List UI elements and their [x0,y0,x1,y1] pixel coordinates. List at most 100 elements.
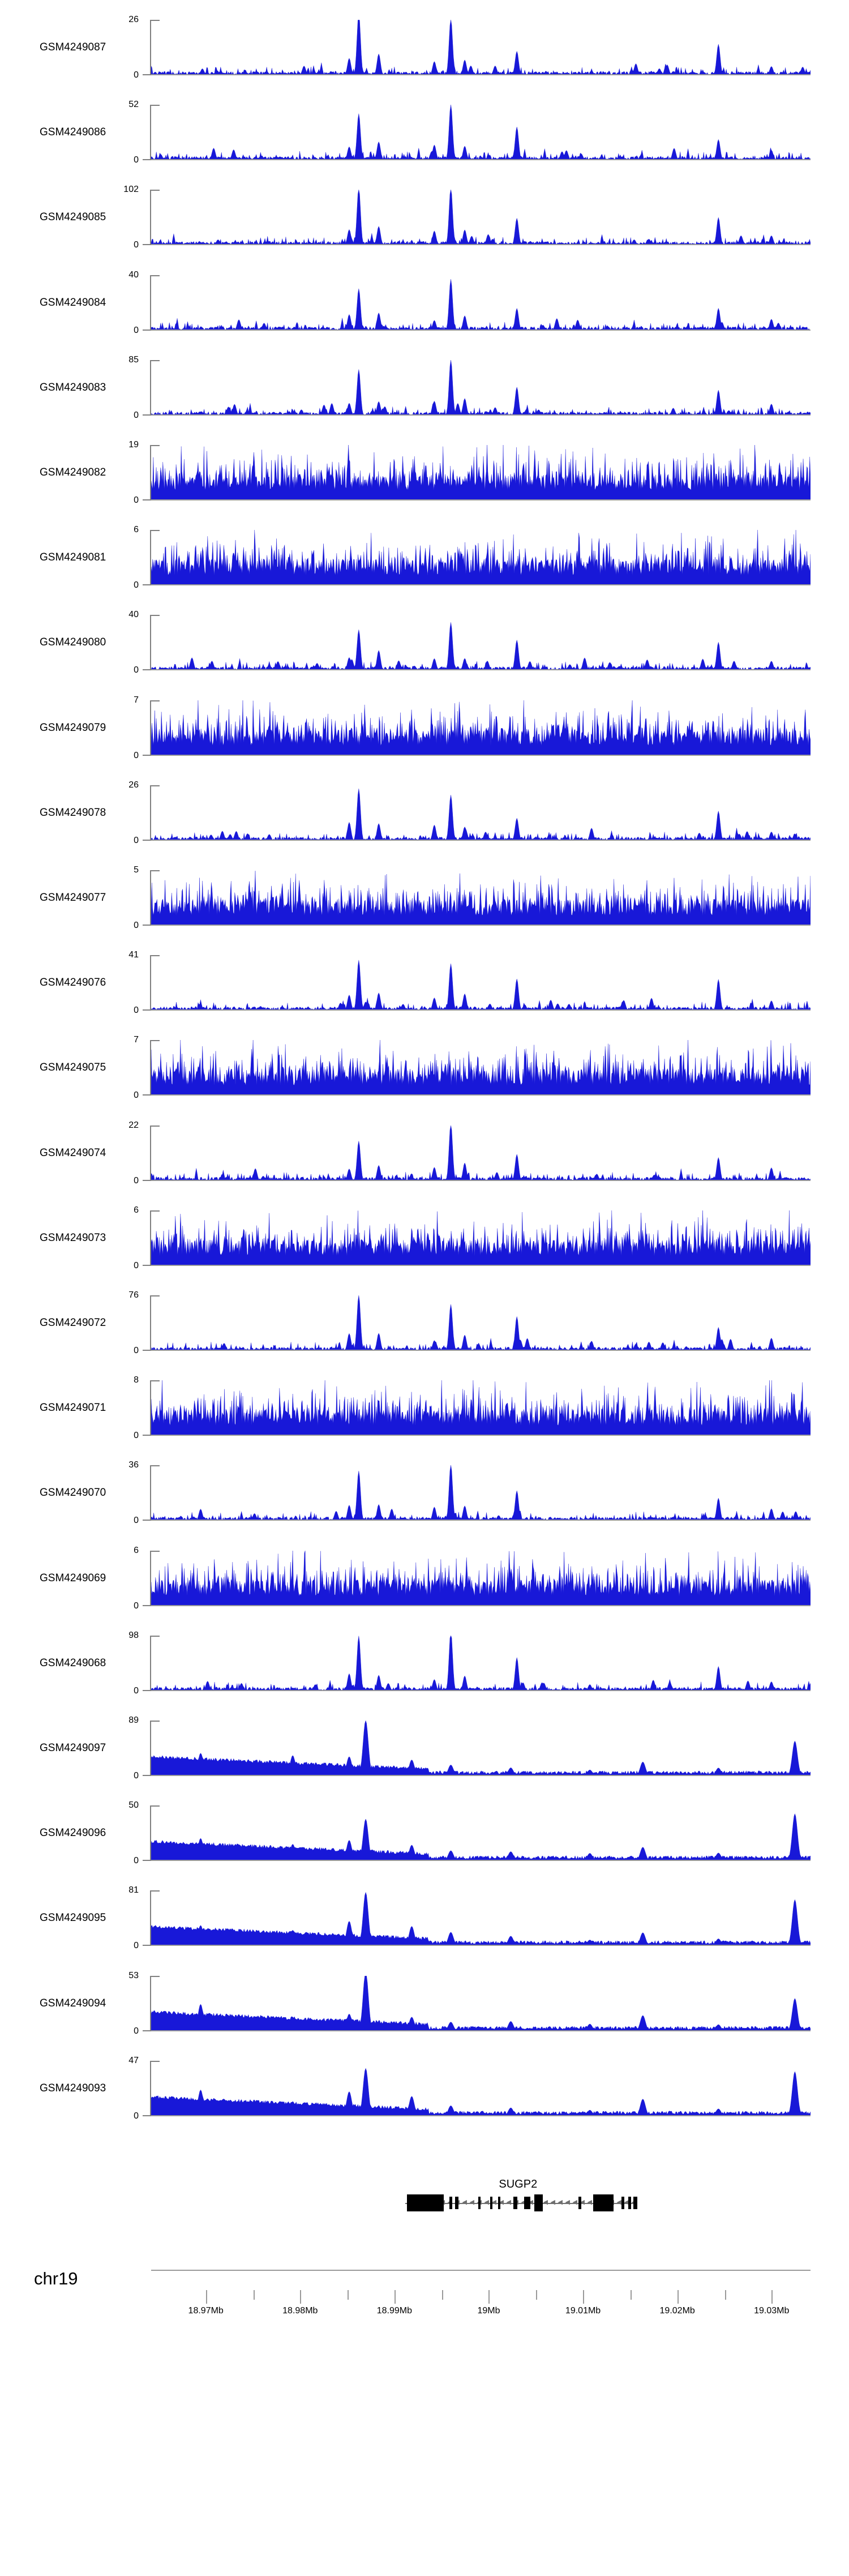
ruler-tick-label: 19.02Mb [659,2306,695,2316]
track-coverage-plot[interactable] [151,1975,811,2031]
coverage-track[interactable]: GSM4249072 76 0 [0,1290,849,1355]
track-coverage-plot[interactable] [151,870,811,926]
track-y-axis [150,1210,151,1266]
gene-exon[interactable] [633,2197,637,2209]
strand-arrow-icon: ◀ [565,2199,570,2206]
track-coverage-plot[interactable] [151,1805,811,1862]
coverage-track[interactable]: GSM4249083 85 0 [0,355,849,420]
track-coverage-plot[interactable] [151,1721,811,1776]
track-coverage-plot[interactable] [151,275,811,331]
track-ymax-label: 40 [128,610,139,620]
gene-exon[interactable] [449,2197,453,2209]
coverage-track[interactable]: GSM4249078 26 0 [0,780,849,845]
coverage-track[interactable]: GSM4249074 22 0 [0,1120,849,1186]
track-ymin-label: 0 [134,1685,139,1696]
gene-exon[interactable] [534,2194,543,2211]
track-coverage-plot[interactable] [151,1890,811,1946]
track-coverage-plot[interactable] [151,955,811,1011]
strand-arrow-icon: ◀ [484,2199,489,2206]
coverage-track[interactable]: GSM4249084 40 0 [0,270,849,335]
coverage-track[interactable]: GSM4249073 6 0 [0,1205,849,1270]
track-ymin-label: 0 [134,1090,139,1101]
coverage-track[interactable]: GSM4249096 50 0 [0,1800,849,1865]
track-y-axis [150,2060,151,2116]
strand-arrow-icon: ◀ [558,2199,563,2206]
coverage-track[interactable]: GSM4249082 19 0 [0,440,849,505]
coverage-track[interactable]: GSM4249087 26 0 [0,15,849,80]
coverage-track[interactable]: GSM4249086 52 0 [0,100,849,165]
track-coverage-plot[interactable] [151,1295,811,1351]
track-ymin-label: 0 [134,1346,139,1355]
track-coverage-plot[interactable] [151,360,811,416]
track-coverage-plot[interactable] [151,2061,811,2116]
coverage-track[interactable]: GSM4249097 89 0 [0,1715,849,1781]
coverage-track[interactable]: GSM4249076 41 0 [0,950,849,1015]
track-ymax-tick [150,700,160,701]
coverage-track[interactable]: GSM4249093 47 0 [0,2056,849,2121]
track-baseline [151,1689,811,1691]
gene-exon[interactable] [524,2197,530,2209]
coverage-track[interactable]: GSM4249081 6 0 [0,525,849,590]
coverage-track[interactable]: GSM4249071 8 0 [0,1375,849,1440]
track-ymax-tick [150,1975,160,1977]
coverage-track[interactable]: GSM4249068 98 0 [0,1631,849,1696]
track-y-axis [150,360,151,416]
track-sample-label: GSM4249081 [40,551,106,564]
track-y-axis [150,870,151,926]
strand-arrow-icon: ◀ [587,2199,592,2206]
coverage-track[interactable]: GSM4249077 5 0 [0,865,849,930]
gene-exon[interactable] [455,2197,458,2209]
coverage-track[interactable]: GSM4249085 102 0 [0,185,849,250]
gene-annotation-track[interactable]: SUGP2 ◀◀◀◀◀◀◀◀◀◀◀◀◀◀◀◀◀◀◀◀◀◀◀◀◀◀◀◀◀◀◀ [0,2177,849,2231]
coverage-track[interactable]: GSM4249095 81 0 [0,1885,849,1950]
gene-exon[interactable] [593,2194,614,2211]
track-sample-label: GSM4249076 [40,977,106,989]
track-ymin-label: 0 [134,240,139,250]
track-ymax-label: 98 [128,1630,139,1640]
track-coverage-plot[interactable] [151,785,811,841]
track-coverage-plot[interactable] [151,1210,811,1266]
gene-exon[interactable] [490,2197,493,2209]
track-coverage-plot[interactable] [151,1380,811,1436]
gene-exon[interactable] [498,2197,501,2209]
coverage-track[interactable]: GSM4249069 6 0 [0,1546,849,1611]
track-coverage-plot[interactable] [151,445,811,500]
track-coverage-plot[interactable] [151,1465,811,1521]
coverage-track[interactable]: GSM4249079 7 0 [0,695,849,760]
track-ymin-label: 0 [134,665,139,675]
track-coverage-plot[interactable] [151,615,811,671]
coverage-track[interactable]: GSM4249094 53 0 [0,1971,849,2036]
track-ymin-label: 0 [134,580,139,590]
track-ymax-tick [150,530,160,532]
track-coverage-plot[interactable] [151,1040,811,1096]
coverage-track[interactable]: GSM4249080 40 0 [0,610,849,675]
track-coverage-plot[interactable] [151,1125,811,1181]
gene-exon[interactable] [407,2194,444,2211]
gene-exon[interactable] [478,2197,481,2209]
strand-arrow-icon: ◀ [616,2199,621,2206]
track-baseline [151,754,811,756]
track-coverage-plot[interactable] [151,20,811,75]
track-ymin-label: 0 [134,1431,139,1441]
strand-arrow-icon: ◀ [491,2199,496,2206]
track-coverage-plot[interactable] [151,1550,811,1606]
track-coverage-plot[interactable] [151,105,811,161]
track-coverage-plot[interactable] [151,190,811,246]
track-ymax-tick [150,1550,160,1552]
track-ymin-label: 0 [134,1260,139,1270]
track-ymax-label: 50 [128,1800,139,1811]
coverage-track[interactable]: GSM4249075 7 0 [0,1035,849,1100]
gene-exon[interactable] [513,2197,517,2209]
coverage-track[interactable]: GSM4249070 36 0 [0,1460,849,1525]
ruler-tick [300,2290,302,2304]
track-coverage-plot[interactable] [151,700,811,756]
track-ymax-label: 8 [134,1375,139,1385]
gene-exon[interactable] [628,2197,632,2209]
track-ymax-label: 47 [128,2055,139,2065]
gene-exon[interactable] [578,2197,581,2209]
track-coverage-plot[interactable] [151,1635,811,1691]
track-ymin-label: 0 [134,70,139,80]
ruler-tick [394,2290,396,2304]
gene-exon[interactable] [621,2197,625,2209]
track-coverage-plot[interactable] [151,530,811,586]
